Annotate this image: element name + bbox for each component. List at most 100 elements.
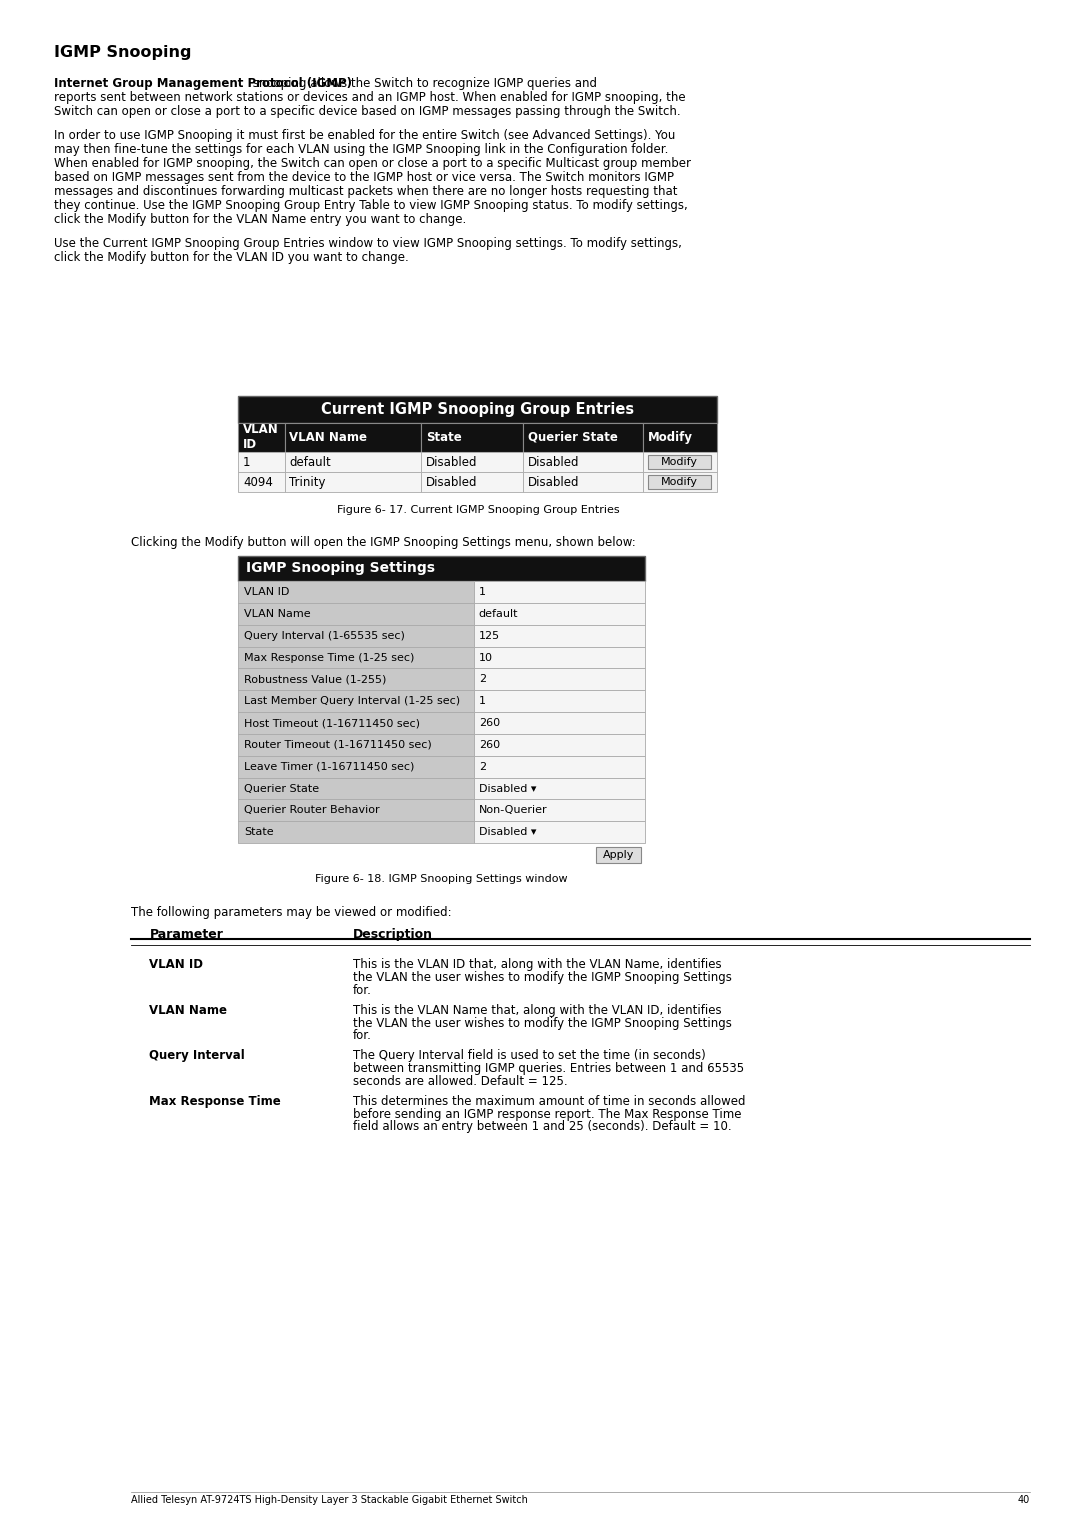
Bar bbox=[239, 712, 474, 734]
Text: 4094: 4094 bbox=[243, 475, 273, 489]
Text: In order to use IGMP Snooping it must first be enabled for the entire Switch (se: In order to use IGMP Snooping it must fi… bbox=[54, 128, 675, 142]
Text: 2: 2 bbox=[478, 762, 486, 771]
Text: VLAN ID: VLAN ID bbox=[244, 586, 289, 597]
Text: 1: 1 bbox=[478, 696, 486, 705]
Bar bbox=[239, 756, 474, 777]
Text: Disabled: Disabled bbox=[528, 455, 579, 469]
Text: Non-Querier: Non-Querier bbox=[478, 805, 548, 815]
Bar bbox=[239, 800, 474, 822]
Text: 1: 1 bbox=[243, 455, 251, 469]
Text: messages and discontinues forwarding multicast packets when there are no longer : messages and discontinues forwarding mul… bbox=[54, 185, 677, 199]
Text: State: State bbox=[426, 431, 462, 444]
Text: click the Modify button for the VLAN Name entry you want to change.: click the Modify button for the VLAN Nam… bbox=[54, 212, 467, 226]
Text: 260: 260 bbox=[478, 718, 500, 728]
Text: Trinity: Trinity bbox=[289, 475, 326, 489]
Bar bbox=[239, 452, 284, 472]
Text: default: default bbox=[289, 455, 330, 469]
Text: Robustness Value (1-255): Robustness Value (1-255) bbox=[244, 675, 387, 684]
Text: State: State bbox=[244, 828, 273, 837]
Bar bbox=[239, 625, 474, 646]
Bar bbox=[284, 452, 421, 472]
Text: the VLAN the user wishes to modify the IGMP Snooping Settings: the VLAN the user wishes to modify the I… bbox=[353, 971, 732, 985]
Bar bbox=[644, 423, 717, 452]
Text: 125: 125 bbox=[478, 631, 500, 641]
Text: Modify: Modify bbox=[661, 476, 698, 487]
Text: default: default bbox=[478, 609, 518, 618]
Text: Max Response Time: Max Response Time bbox=[149, 1095, 281, 1109]
Bar bbox=[421, 472, 523, 492]
Text: IGMP Snooping: IGMP Snooping bbox=[54, 44, 191, 60]
Text: Modify: Modify bbox=[648, 431, 693, 444]
Text: Host Timeout (1-16711450 sec): Host Timeout (1-16711450 sec) bbox=[244, 718, 420, 728]
Text: 40: 40 bbox=[1017, 1495, 1030, 1504]
Text: based on IGMP messages sent from the device to the IGMP host or vice versa. The : based on IGMP messages sent from the dev… bbox=[54, 171, 674, 183]
Text: IGMP Snooping Settings: IGMP Snooping Settings bbox=[245, 562, 434, 576]
Text: between transmitting IGMP queries. Entries between 1 and 65535: between transmitting IGMP queries. Entri… bbox=[353, 1063, 744, 1075]
Bar bbox=[474, 625, 645, 646]
Text: Querier State: Querier State bbox=[244, 783, 319, 794]
Text: Router Timeout (1-16711450 sec): Router Timeout (1-16711450 sec) bbox=[244, 741, 432, 750]
Bar bbox=[421, 452, 523, 472]
Bar bbox=[474, 822, 645, 843]
Text: field allows an entry between 1 and 25 (seconds). Default = 10.: field allows an entry between 1 and 25 (… bbox=[353, 1121, 731, 1133]
Bar bbox=[474, 734, 645, 756]
Bar bbox=[644, 472, 717, 492]
Bar bbox=[523, 423, 644, 452]
Bar bbox=[474, 646, 645, 669]
Text: This is the VLAN ID that, along with the VLAN Name, identifies: This is the VLAN ID that, along with the… bbox=[353, 959, 721, 971]
Bar bbox=[474, 756, 645, 777]
Bar bbox=[239, 472, 284, 492]
Text: The Query Interval field is used to set the time (in seconds): The Query Interval field is used to set … bbox=[353, 1049, 705, 1063]
Bar bbox=[239, 669, 474, 690]
Text: Disabled: Disabled bbox=[528, 475, 579, 489]
Bar bbox=[474, 712, 645, 734]
Text: VLAN Name: VLAN Name bbox=[149, 1003, 228, 1017]
Text: Use the Current IGMP Snooping Group Entries window to view IGMP Snooping setting: Use the Current IGMP Snooping Group Entr… bbox=[54, 237, 681, 250]
Bar bbox=[239, 777, 474, 800]
Bar bbox=[644, 452, 717, 472]
Bar bbox=[648, 475, 711, 489]
Text: may then fine-tune the settings for each VLAN using the IGMP Snooping link in th: may then fine-tune the settings for each… bbox=[54, 144, 669, 156]
Text: Query Interval: Query Interval bbox=[149, 1049, 245, 1063]
Text: Current IGMP Snooping Group Entries: Current IGMP Snooping Group Entries bbox=[321, 402, 634, 417]
Text: Leave Timer (1-16711450 sec): Leave Timer (1-16711450 sec) bbox=[244, 762, 414, 771]
Bar bbox=[239, 690, 474, 712]
Bar bbox=[474, 669, 645, 690]
Bar bbox=[523, 452, 644, 472]
Text: click the Modify button for the VLAN ID you want to change.: click the Modify button for the VLAN ID … bbox=[54, 250, 408, 264]
Bar bbox=[239, 582, 474, 603]
Bar bbox=[474, 603, 645, 625]
Text: VLAN Name: VLAN Name bbox=[244, 609, 310, 618]
Text: Modify: Modify bbox=[661, 457, 698, 467]
Text: VLAN ID: VLAN ID bbox=[149, 959, 203, 971]
Text: Switch can open or close a port to a specific device based on IGMP messages pass: Switch can open or close a port to a spe… bbox=[54, 105, 680, 118]
Text: When enabled for IGMP snooping, the Switch can open or close a port to a specifi: When enabled for IGMP snooping, the Swit… bbox=[54, 157, 691, 169]
Bar bbox=[523, 472, 644, 492]
Bar bbox=[239, 603, 474, 625]
Bar bbox=[596, 846, 640, 863]
Text: for.: for. bbox=[353, 1029, 372, 1043]
Bar bbox=[648, 455, 711, 469]
Text: Disabled ▾: Disabled ▾ bbox=[478, 828, 537, 837]
Bar bbox=[474, 690, 645, 712]
Text: Internet Group Management Protocol (IGMP): Internet Group Management Protocol (IGMP… bbox=[54, 76, 352, 90]
Text: The following parameters may be viewed or modified:: The following parameters may be viewed o… bbox=[131, 906, 451, 919]
Text: before sending an IGMP response report. The Max Response Time: before sending an IGMP response report. … bbox=[353, 1107, 742, 1121]
Text: the VLAN the user wishes to modify the IGMP Snooping Settings: the VLAN the user wishes to modify the I… bbox=[353, 1017, 732, 1029]
Text: seconds are allowed. Default = 125.: seconds are allowed. Default = 125. bbox=[353, 1075, 568, 1087]
Text: 260: 260 bbox=[478, 741, 500, 750]
Text: VLAN Name: VLAN Name bbox=[289, 431, 367, 444]
Text: 1: 1 bbox=[478, 586, 486, 597]
Text: VLAN
ID: VLAN ID bbox=[243, 423, 279, 452]
Text: Description: Description bbox=[353, 927, 433, 941]
Text: Parameter: Parameter bbox=[149, 927, 224, 941]
Bar bbox=[474, 777, 645, 800]
Text: Figure 6- 18. IGMP Snooping Settings window: Figure 6- 18. IGMP Snooping Settings win… bbox=[315, 875, 568, 884]
Text: Allied Telesyn AT-9724TS High-Density Layer 3 Stackable Gigabit Ethernet Switch: Allied Telesyn AT-9724TS High-Density La… bbox=[131, 1495, 528, 1504]
Text: Disabled: Disabled bbox=[426, 475, 477, 489]
Text: This is the VLAN Name that, along with the VLAN ID, identifies: This is the VLAN Name that, along with t… bbox=[353, 1003, 721, 1017]
Bar bbox=[421, 423, 523, 452]
Text: for.: for. bbox=[353, 983, 372, 997]
Bar bbox=[239, 646, 474, 669]
Text: they continue. Use the IGMP Snooping Group Entry Table to view IGMP Snooping sta: they continue. Use the IGMP Snooping Gro… bbox=[54, 199, 688, 212]
